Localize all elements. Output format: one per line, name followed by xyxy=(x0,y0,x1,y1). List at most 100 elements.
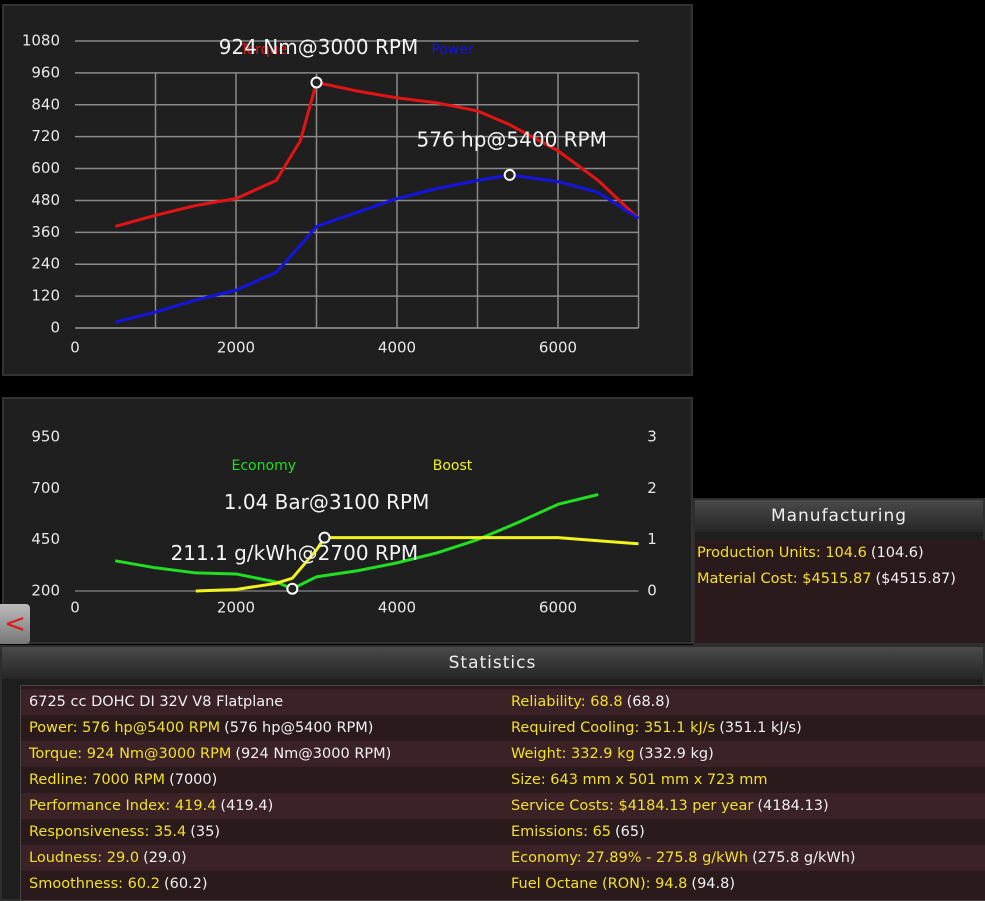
stat-value: Reliability: 68.8 xyxy=(511,694,623,710)
stat-row: Production Units: 104.6 (104.6) xyxy=(695,540,985,566)
stat-row: Smoothness: 60.2 (60.2) xyxy=(21,871,503,897)
x-tick-label: 2000 xyxy=(217,339,255,357)
x-tick-label: 6000 xyxy=(539,339,577,357)
y-tick-label: 700 xyxy=(31,479,60,497)
stat-reference: (7000) xyxy=(169,772,218,788)
annotation-marker xyxy=(286,582,299,595)
torque-panel xyxy=(2,4,693,376)
y-tick-label: 120 xyxy=(31,287,60,305)
right-column: Reliability: 68.8 (68.8) Required Cooling:… xyxy=(503,689,985,897)
x-tick-label: 2000 xyxy=(217,599,255,617)
y-tick-label: 1080 xyxy=(22,32,60,50)
stat-reference: (924 Nm@3000 RPM) xyxy=(235,746,392,762)
y-tick-label: 200 xyxy=(31,582,60,600)
stat-row: Loudness: 29.0 (29.0) xyxy=(21,845,503,871)
series-line xyxy=(195,536,639,593)
x-tick-label: 4000 xyxy=(378,599,416,617)
engine-name: 6725 cc DOHC DI 32V V8 Flatplane xyxy=(29,694,284,710)
series-line xyxy=(114,493,599,591)
y2-tick-label: 3 xyxy=(647,428,657,446)
stat-reference: ($4515.87) xyxy=(875,571,956,587)
stat-value: Production Units: 104.6 xyxy=(697,545,867,561)
stat-row: Size: 643 mm x 501 mm x 723 mm xyxy=(503,767,985,793)
x-tick-label: 6000 xyxy=(539,599,577,617)
stat-value: Torque: 924 Nm@3000 RPM xyxy=(29,746,232,762)
stat-reference: (332.9 kg) xyxy=(638,746,714,762)
stat-reference: (104.6) xyxy=(870,545,924,561)
y-tick-label: 450 xyxy=(31,530,60,548)
stat-row: Service Costs: $4184.13 per year (4184.13… xyxy=(503,793,985,819)
x-tick-label: 0 xyxy=(70,599,80,617)
stat-row: 6725 cc DOHC DI 32V V8 Flatplane xyxy=(21,689,503,715)
annotation: 211.1 g/kWh@2700 RPM xyxy=(171,541,419,565)
y-tick-label: 480 xyxy=(31,191,60,209)
stat-value: Redline: 7000 RPM xyxy=(29,772,166,788)
stat-value: Smoothness: 60.2 xyxy=(29,876,160,892)
stat-value: Emissions: 65 xyxy=(511,824,612,840)
statistics-panel: Statistics 6725 cc DOHC DI 32V V8 Flatpl… xyxy=(0,645,985,901)
annotation: 576 hp@5400 RPM xyxy=(417,127,607,151)
stat-row: Redline: 7000 RPM (7000) xyxy=(21,767,503,793)
stat-reference: (35) xyxy=(190,824,221,840)
annotation: 924 Nm@3000 RPM xyxy=(219,35,418,59)
legend-entry: Power xyxy=(431,42,474,58)
economy-panel xyxy=(2,397,693,644)
y-tick-label: 840 xyxy=(31,95,60,113)
annotation-marker xyxy=(318,531,331,544)
y2-tick-label: 0 xyxy=(647,582,657,600)
stat-row: Performance Index: 419.4 (419.4) xyxy=(21,793,503,819)
y2-tick-label: 1 xyxy=(647,530,657,548)
annotation: 1.04 Bar@3100 RPM xyxy=(224,490,430,514)
stat-value: Material Cost: $4515.87 xyxy=(697,571,872,587)
stat-value: Loudness: 29.0 xyxy=(29,850,140,866)
stat-row: Fuel Octane (RON): 94.8 (94.8) xyxy=(503,871,985,897)
stat-value: Economy: 27.89% - 275.8 g/kWh xyxy=(511,850,749,866)
series-line xyxy=(114,173,640,324)
series-line xyxy=(114,80,640,228)
panel-title: Statistics xyxy=(2,647,983,679)
left-column: 6725 cc DOHC DI 32V V8 Flatplane Power: 5… xyxy=(21,689,503,897)
stat-value: Weight: 332.9 kg xyxy=(511,746,635,762)
stat-row: Reliability: 68.8 (68.8) xyxy=(503,689,985,715)
stat-value: Service Costs: $4184.13 per year xyxy=(511,798,754,814)
back-button[interactable]: < xyxy=(0,604,30,644)
stat-row: Torque: 924 Nm@3000 RPM (924 Nm@3000 RPM) xyxy=(21,741,503,767)
stat-reference: (60.2) xyxy=(163,876,208,892)
x-tick-label: 0 xyxy=(70,339,80,357)
stat-row: Weight: 332.9 kg (332.9 kg) xyxy=(503,741,985,767)
y2-tick-label: 2 xyxy=(647,479,657,497)
stat-value: Fuel Octane (RON): 94.8 xyxy=(511,876,688,892)
stat-reference: (65) xyxy=(615,824,645,840)
stat-row: Emissions: 65 (65) xyxy=(503,819,985,845)
stat-reference: (68.8) xyxy=(626,694,671,710)
stat-row: Responsiveness: 35.4 (35) xyxy=(21,819,503,845)
stat-reference: (94.8) xyxy=(691,876,736,892)
stat-row: Power: 576 hp@5400 RPM (576 hp@5400 RPM) xyxy=(21,715,503,741)
y-tick-label: 0 xyxy=(50,319,60,337)
stat-row: Required Cooling: 351.1 kJ/s (351.1 kJ/s) xyxy=(503,715,985,741)
stat-reference: (576 hp@5400 RPM) xyxy=(224,720,374,736)
stat-value: Power: 576 hp@5400 RPM xyxy=(29,720,221,736)
statistics-rows: 6725 cc DOHC DI 32V V8 Flatplane Power: 5… xyxy=(20,685,985,901)
annotation-marker xyxy=(503,168,516,181)
stat-reference: (351.1 kJ/s) xyxy=(719,720,802,736)
manufacturing-panel: Manufacturing Production Units: 104.6 (10… xyxy=(693,498,985,645)
y-tick-label: 600 xyxy=(31,159,60,177)
y-tick-label: 240 xyxy=(31,255,60,273)
y-tick-label: 950 xyxy=(31,428,60,446)
stat-row: Material Cost: $4515.87 ($4515.87) xyxy=(695,566,985,592)
y-tick-label: 360 xyxy=(31,223,60,241)
stat-value: Responsiveness: 35.4 xyxy=(29,824,187,840)
legend-entry: Torque xyxy=(239,42,287,58)
stat-row: Economy: 27.89% - 275.8 g/kWh (275.8 g/kW… xyxy=(503,845,985,871)
x-tick-label: 4000 xyxy=(378,339,416,357)
legend-entry: Boost xyxy=(433,458,473,474)
stat-reference: (29.0) xyxy=(143,850,187,866)
stat-reference: (4184.13) xyxy=(757,798,829,814)
stat-reference: (275.8 g/kWh) xyxy=(752,850,856,866)
stat-value: Size: 643 mm x 501 mm x 723 mm xyxy=(511,772,768,788)
stat-value: Required Cooling: 351.1 kJ/s xyxy=(511,720,716,736)
y-tick-label: 960 xyxy=(31,63,60,81)
